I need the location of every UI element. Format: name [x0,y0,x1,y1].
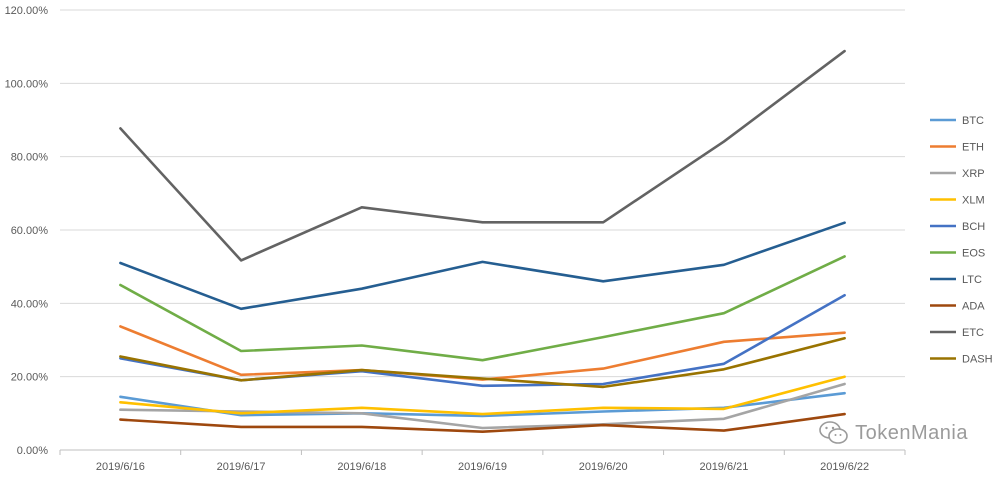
x-tick-label: 2019/6/17 [217,461,266,473]
legend-item-dash: DASH [930,354,993,366]
legend-label: ETC [962,327,984,339]
series-line-dash [119,336,846,389]
y-axis: 0.00% 20.00% 40.00% 60.00% 80.00% 100.00% 120.… [5,5,49,457]
legend-label: ETH [962,142,984,154]
y-tick-label: 80.00% [11,152,49,164]
series-line-ada [119,412,846,434]
series-lines [119,49,846,434]
watermark: TokenMania [819,420,968,446]
wechat-icon [819,421,848,444]
x-tick-label: 2019/6/21 [699,461,748,473]
legend-label: EOS [962,248,985,260]
watermark-text: TokenMania [855,421,968,444]
series-line-xlm [119,375,846,416]
x-tick-label: 2019/6/22 [820,461,869,473]
y-tick-label: 20.00% [11,372,49,384]
legend-label: XRP [962,168,985,180]
x-tick-label: 2019/6/16 [96,461,145,473]
legend-label: BCH [962,221,985,233]
y-tick-label: 0.00% [17,445,48,457]
legend-item-eth: ETH [930,142,984,154]
series-line-etc [119,49,846,262]
x-tick-label: 2019/6/20 [579,461,628,473]
y-tick-label: 60.00% [11,225,49,237]
legend-label: DASH [962,354,993,366]
x-tick-label: 2019/6/19 [458,461,507,473]
gridlines [60,9,905,378]
y-tick-label: 100.00% [5,78,49,90]
x-axis: 2019/6/16 2019/6/17 2019/6/18 2019/6/19 2019… [59,449,906,473]
legend-item-xlm: XLM [930,195,985,207]
series-line-eth [119,325,846,381]
legend-label: LTC [962,274,982,286]
x-tick-label: 2019/6/18 [337,461,386,473]
legend-item-btc: BTC [930,115,984,127]
legend-label: BTC [962,115,984,127]
legend-item-bch: BCH [930,221,985,233]
y-tick-label: 40.00% [11,298,49,310]
series-line-ltc [119,221,846,311]
legend-label: XLM [962,195,985,207]
legend-item-eos: EOS [930,248,985,260]
series-line-xrp [119,382,846,430]
y-tick-label: 120.00% [5,5,49,17]
series-line-eos [119,255,846,362]
legend-item-ltc: LTC [930,274,982,286]
legend-item-etc: ETC [930,327,984,339]
legend-item-ada: ADA [930,301,985,313]
legend: BTC ETH XRP XLM BCH EOS LTC ADA ETC DASH [930,115,993,366]
legend-item-xrp: XRP [930,168,985,180]
legend-label: ADA [962,301,985,313]
